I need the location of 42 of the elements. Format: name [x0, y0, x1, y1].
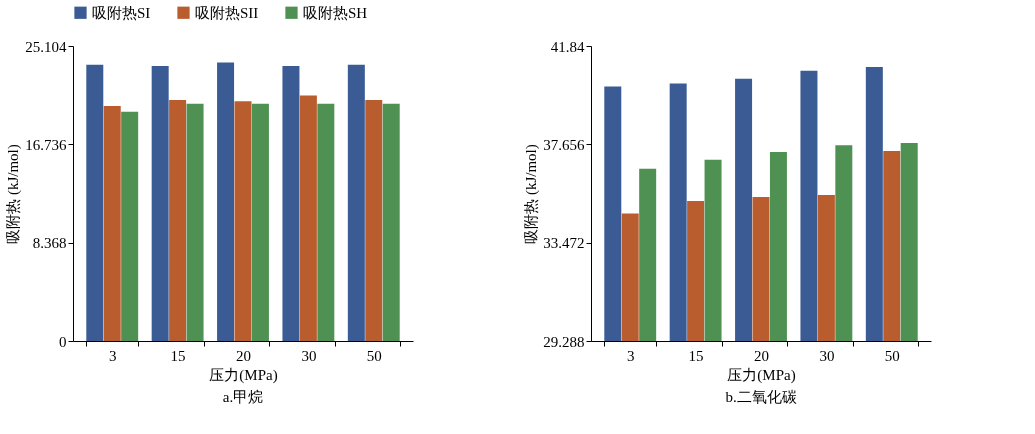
- x-tick-label: 30: [301, 347, 317, 364]
- y-tick-label: 29.288: [543, 333, 585, 350]
- bar: [282, 66, 300, 341]
- x-tick-label: 15: [170, 347, 186, 364]
- legend-label: 吸附热SI: [92, 4, 151, 21]
- bar: [103, 105, 121, 341]
- bar: [347, 64, 365, 341]
- y-tick-label: 25.104: [25, 38, 67, 55]
- legend-label: 吸附热SII: [195, 4, 259, 21]
- bar: [317, 103, 335, 341]
- bar: [186, 103, 204, 341]
- bar: [382, 103, 400, 341]
- bar: [121, 111, 139, 341]
- x-tick-label: 20: [236, 347, 251, 364]
- y-tick-label: 33.472: [543, 235, 585, 252]
- text: b.二氧化碳: [725, 389, 797, 405]
- bar: [169, 100, 187, 341]
- bar: [151, 66, 169, 341]
- y-tick-label: 8.368: [32, 235, 67, 252]
- bar: [299, 95, 317, 341]
- y-axis-title: 吸附热 (kJ/mol): [5, 144, 23, 244]
- y-tick-label: 41.84: [550, 38, 585, 55]
- text: a.甲烷: [222, 389, 264, 405]
- x-tick-label: 50: [366, 347, 382, 364]
- y-tick-label: 0: [59, 333, 67, 350]
- x-axis-title: 压力(MPa): [209, 366, 278, 384]
- x-tick-label: 15: [688, 347, 704, 364]
- x-tick-label: 30: [819, 347, 835, 364]
- bar: [86, 64, 104, 341]
- y-tick-label: 16.736: [25, 136, 67, 153]
- bar: [234, 101, 252, 341]
- x-tick-label: 3: [108, 347, 117, 364]
- legend-label: 吸附热SH: [303, 4, 368, 21]
- y-tick-label: 37.656: [543, 136, 585, 153]
- bar: [251, 103, 269, 341]
- x-tick-label: 50: [884, 347, 900, 364]
- x-tick-label: 3: [626, 347, 635, 364]
- bar: [217, 62, 235, 341]
- x-axis-title: 压力(MPa): [727, 366, 796, 384]
- x-tick-label: 20: [754, 347, 769, 364]
- bar: [365, 100, 383, 341]
- y-axis-title: 吸附热 (kJ/mol): [523, 144, 541, 244]
